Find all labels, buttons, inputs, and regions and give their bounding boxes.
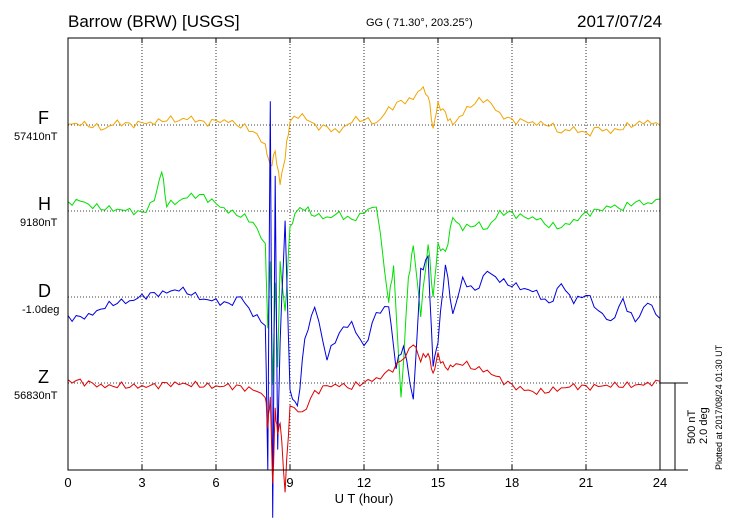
- x-tick-label: 24: [653, 475, 667, 490]
- x-tick-label: 15: [431, 475, 445, 490]
- x-axis: 0 3 6 9 12 15 18 21 24: [64, 38, 667, 490]
- traces-layer: [67, 85, 661, 518]
- trace-label-z: Z: [38, 367, 49, 387]
- x-tick-label: 12: [357, 475, 371, 490]
- trace-f: [67, 85, 661, 185]
- x-tick-label: 18: [505, 475, 519, 490]
- trace-label-f: F: [38, 108, 49, 128]
- station-coordinates: GG ( 71.30°, 203.25°): [366, 17, 473, 29]
- x-tick-label: 3: [138, 475, 145, 490]
- x-tick-label: 0: [64, 475, 71, 490]
- trace-d: [67, 101, 661, 518]
- x-tick-label: 6: [212, 475, 219, 490]
- chart-date: 2017/07/24: [577, 12, 663, 31]
- x-axis-title: U T (hour): [335, 491, 394, 506]
- station-title: Barrow (BRW) [USGS]: [68, 12, 240, 31]
- x-tick-label: 9: [286, 475, 293, 490]
- trace-baseline-z: 56830nT: [14, 390, 58, 402]
- scale-bar: [660, 382, 688, 471]
- x-tick-label: 21: [579, 475, 593, 490]
- trace-h: [67, 170, 661, 398]
- trace-baseline-h: 9180nT: [20, 217, 58, 229]
- trace-label-d: D: [38, 281, 51, 301]
- trace-baseline-d: -1.0deg: [22, 304, 60, 316]
- trace-z: [67, 344, 661, 493]
- trace-label-h: H: [38, 194, 51, 214]
- grid-layer: [68, 38, 660, 470]
- trace-baseline-f: 57410nT: [14, 131, 58, 143]
